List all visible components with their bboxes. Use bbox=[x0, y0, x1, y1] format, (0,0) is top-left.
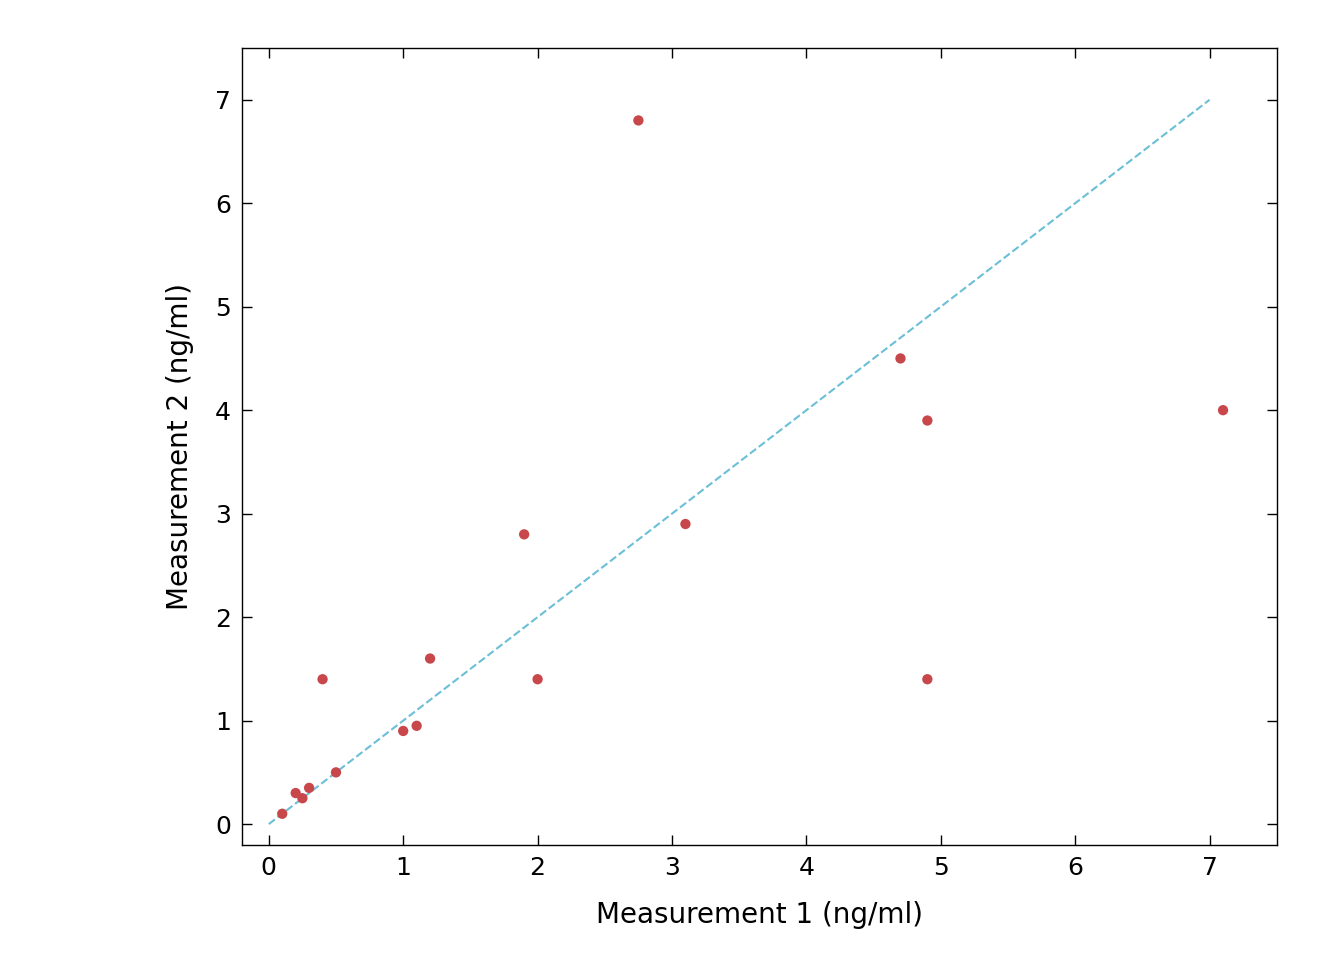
Point bbox=[392, 723, 414, 738]
Point bbox=[890, 350, 911, 366]
Point bbox=[325, 765, 347, 780]
Point bbox=[285, 785, 306, 801]
Point bbox=[917, 672, 938, 687]
Point bbox=[917, 413, 938, 428]
Point bbox=[298, 780, 320, 796]
Y-axis label: Measurement 2 (ng/ml): Measurement 2 (ng/ml) bbox=[165, 283, 194, 610]
Point bbox=[292, 790, 313, 805]
Point bbox=[1212, 402, 1234, 418]
Point bbox=[419, 651, 441, 666]
Point bbox=[628, 112, 649, 128]
X-axis label: Measurement 1 (ng/ml): Measurement 1 (ng/ml) bbox=[595, 900, 923, 928]
Point bbox=[312, 672, 333, 687]
Point bbox=[675, 516, 696, 532]
Point bbox=[513, 527, 535, 542]
Point bbox=[271, 806, 293, 822]
Point bbox=[527, 672, 548, 687]
Point bbox=[406, 718, 427, 733]
